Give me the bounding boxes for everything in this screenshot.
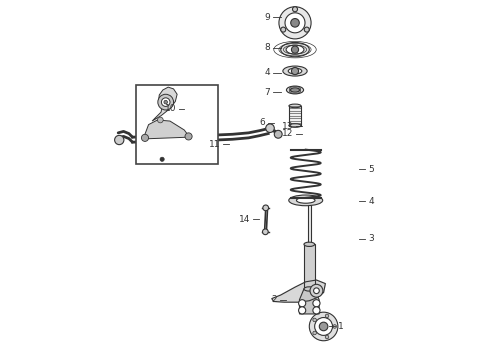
Circle shape: [158, 94, 173, 110]
Bar: [304, 244, 315, 289]
Circle shape: [333, 325, 337, 328]
Circle shape: [292, 46, 298, 53]
Bar: [308, 205, 311, 264]
Ellipse shape: [289, 104, 301, 108]
Circle shape: [142, 134, 148, 141]
Circle shape: [309, 312, 338, 341]
Circle shape: [313, 307, 320, 314]
Polygon shape: [143, 120, 190, 139]
Text: 6: 6: [259, 118, 265, 127]
Ellipse shape: [281, 42, 309, 57]
Polygon shape: [299, 289, 319, 314]
Polygon shape: [152, 87, 177, 121]
Text: 4: 4: [265, 68, 270, 77]
Circle shape: [157, 117, 163, 123]
Bar: [289, 106, 301, 126]
Ellipse shape: [283, 66, 307, 76]
Circle shape: [292, 67, 298, 75]
Text: 4: 4: [368, 197, 374, 206]
Ellipse shape: [304, 242, 315, 247]
Circle shape: [314, 288, 319, 294]
Text: 12: 12: [282, 129, 293, 138]
Ellipse shape: [289, 124, 301, 127]
Circle shape: [279, 7, 311, 39]
Circle shape: [313, 300, 320, 307]
Text: 10: 10: [165, 104, 176, 113]
Ellipse shape: [288, 68, 302, 74]
Text: 14: 14: [239, 215, 250, 224]
Text: 7: 7: [264, 88, 270, 97]
Ellipse shape: [304, 287, 315, 291]
Text: 1: 1: [338, 322, 343, 331]
Circle shape: [325, 335, 329, 339]
Text: 9: 9: [264, 13, 270, 22]
Circle shape: [313, 331, 317, 335]
Circle shape: [310, 284, 323, 297]
Circle shape: [291, 18, 299, 27]
Circle shape: [298, 307, 306, 314]
Circle shape: [325, 314, 329, 318]
Polygon shape: [272, 280, 325, 302]
Circle shape: [281, 27, 286, 32]
Circle shape: [285, 13, 305, 33]
Text: 13: 13: [282, 122, 293, 131]
Circle shape: [304, 27, 309, 32]
Ellipse shape: [287, 86, 304, 94]
Bar: [136, 85, 218, 164]
Circle shape: [160, 157, 164, 161]
Circle shape: [161, 98, 170, 107]
Circle shape: [266, 124, 274, 132]
Circle shape: [263, 205, 269, 211]
Ellipse shape: [296, 198, 315, 203]
Circle shape: [115, 135, 124, 145]
Text: 11: 11: [208, 140, 220, 149]
Circle shape: [313, 318, 317, 322]
Text: 3: 3: [368, 234, 374, 243]
Ellipse shape: [286, 45, 304, 54]
Ellipse shape: [291, 88, 299, 92]
Circle shape: [263, 229, 268, 235]
Circle shape: [319, 322, 328, 331]
Text: 2: 2: [271, 295, 277, 304]
Circle shape: [293, 7, 297, 12]
Circle shape: [315, 318, 333, 336]
Text: 8: 8: [264, 43, 270, 52]
Circle shape: [185, 133, 192, 140]
Text: 5: 5: [368, 165, 374, 174]
Circle shape: [298, 300, 306, 307]
Ellipse shape: [289, 195, 323, 206]
Circle shape: [274, 130, 282, 138]
Circle shape: [164, 100, 168, 104]
